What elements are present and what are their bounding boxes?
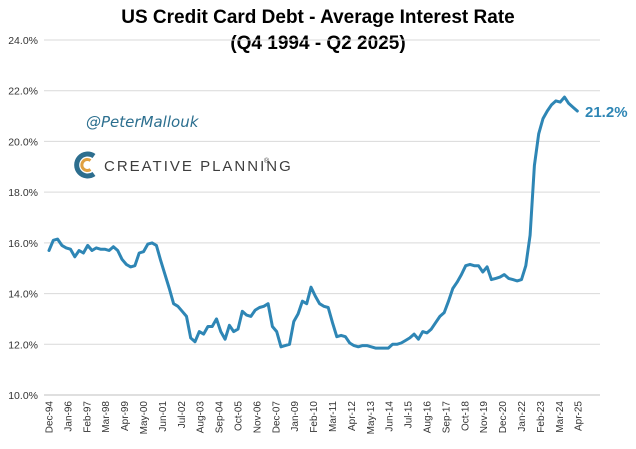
- x-tick-label: Dec-07: [271, 401, 282, 434]
- x-tick-label: Sep-04: [215, 401, 226, 434]
- x-tick-label: Oct-05: [234, 401, 245, 431]
- chart-subtitle: (Q4 1994 - Q2 2025): [230, 33, 405, 54]
- registered-mark: ®: [264, 157, 270, 165]
- x-tick-label: Jun-01: [158, 401, 169, 432]
- creative-planning-logo: CREATIVE PLANNING ®: [74, 151, 293, 179]
- x-tick-label: Dec-94: [45, 401, 56, 434]
- x-tick-label: Feb-23: [536, 401, 547, 433]
- y-tick-label: 22.0%: [8, 86, 38, 98]
- creative-planning-wordmark: CREATIVE PLANNING: [104, 158, 293, 175]
- x-tick-label: Jul-15: [404, 401, 415, 429]
- y-tick-label: 14.0%: [8, 289, 38, 301]
- x-tick-label: Jul-02: [177, 401, 188, 429]
- x-tick-label: Apr-25: [574, 401, 585, 431]
- x-tick-label: Mar-24: [555, 401, 566, 433]
- x-tick-label: Feb-10: [309, 401, 320, 433]
- x-tick-label: Oct-18: [460, 401, 471, 431]
- y-tick-label: 10.0%: [8, 390, 38, 402]
- x-tick-label: Apr-12: [347, 401, 358, 431]
- x-axis-ticks: Dec-94 Jan-96 Feb-97 Mar-98 Apr-99 May-00 Jun-…: [45, 401, 585, 435]
- x-tick-label: Jun-14: [385, 401, 396, 432]
- author-handle: @PeterMallouk: [86, 113, 200, 131]
- x-tick-label: Jan-09: [290, 401, 301, 432]
- y-tick-label: 18.0%: [8, 187, 38, 199]
- y-tick-label: 24.0%: [8, 35, 38, 47]
- y-axis-ticks: 10.0% 12.0% 14.0% 16.0% 18.0% 20.0% 22.0% 24.0%: [8, 35, 38, 402]
- end-value-label: 21.2%: [585, 104, 628, 121]
- x-tick-label: Feb-97: [82, 401, 93, 433]
- x-tick-label: Nov-19: [479, 401, 490, 434]
- chart-title: US Credit Card Debt - Average Interest R…: [121, 7, 514, 28]
- creative-planning-logo-icon: [74, 151, 96, 179]
- x-tick-label: Mar-98: [101, 401, 112, 433]
- y-tick-label: 16.0%: [8, 238, 38, 250]
- x-tick-label: Mar-11: [328, 401, 339, 432]
- x-tick-label: Nov-06: [252, 401, 263, 434]
- x-tick-label: Apr-99: [120, 401, 131, 431]
- x-tick-label: Jan-96: [63, 401, 74, 432]
- x-tick-label: May-13: [366, 401, 377, 435]
- x-tick-label: Dec-20: [498, 401, 509, 434]
- x-tick-label: Jan-22: [517, 401, 528, 432]
- gridlines: [44, 39, 600, 345]
- x-tick-label: Aug-03: [196, 401, 207, 434]
- x-tick-label: Aug-16: [423, 401, 434, 434]
- series-line: [47, 95, 579, 350]
- y-tick-label: 12.0%: [8, 339, 38, 351]
- y-tick-label: 20.0%: [8, 136, 38, 148]
- x-tick-label: Sep-17: [441, 401, 452, 434]
- x-tick-label: May-00: [139, 401, 150, 435]
